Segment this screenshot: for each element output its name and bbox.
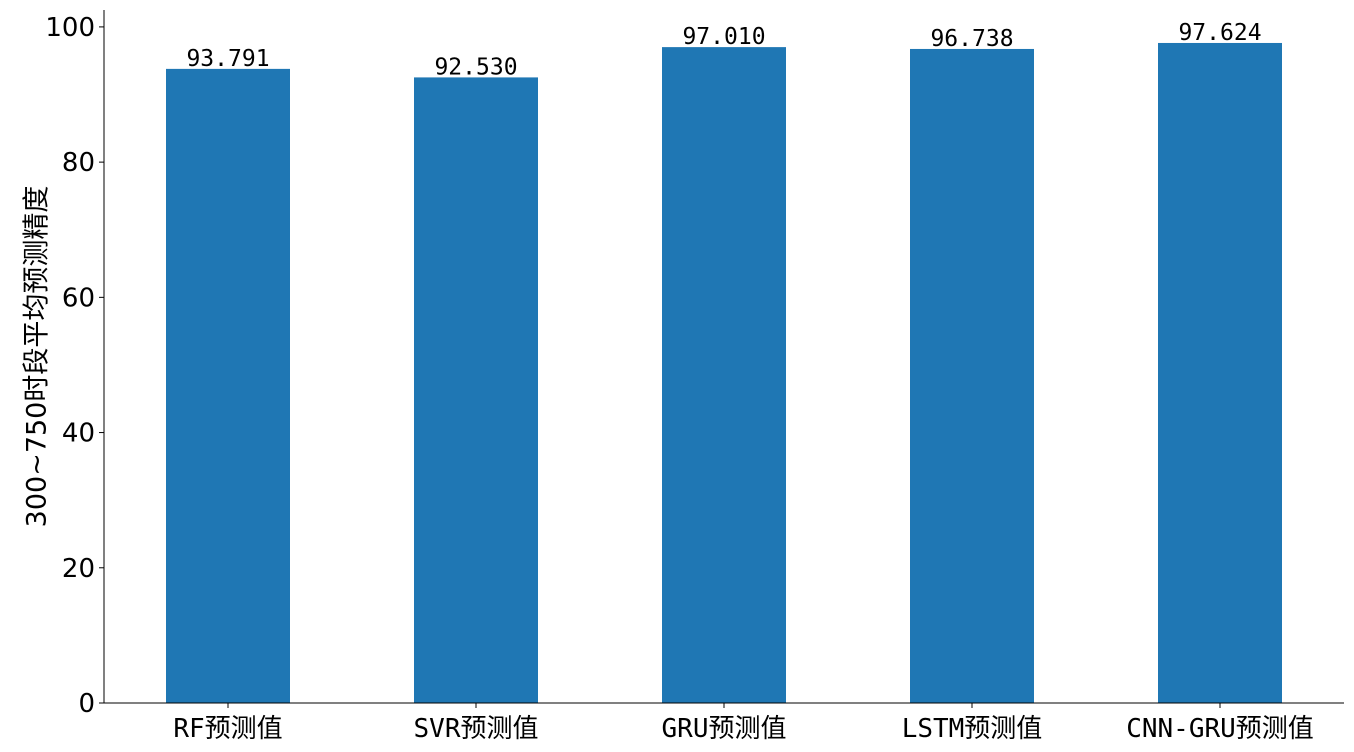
bar-4: [910, 48, 1034, 704]
x-tick-label-5: CNN-GRU预测值: [1126, 714, 1314, 744]
value-label-3: 97.010: [682, 24, 765, 50]
bar-5: [1158, 42, 1282, 704]
y-tick-label-6: 100: [45, 13, 95, 43]
value-label-5: 97.624: [1178, 20, 1261, 46]
y-axis-title: 300~750时段平均预测精度: [22, 186, 53, 528]
x-tick-label-3: GRU预测值: [662, 714, 787, 744]
value-label-4: 96.738: [930, 26, 1013, 52]
x-tick-label-4: LSTM预测值: [902, 714, 1043, 744]
bar-2: [414, 77, 538, 704]
x-tick-label-1: RF预测值: [173, 714, 282, 744]
bar-1: [166, 68, 290, 703]
y-tick-label-1: 0: [78, 689, 95, 719]
value-label-1: 93.791: [186, 46, 269, 72]
y-ticks-layer: 0 20 40 60 80 100: [45, 13, 104, 719]
y-tick-label-4: 60: [62, 283, 95, 313]
y-tick-label-5: 80: [62, 148, 95, 178]
y-tick-label-2: 20: [62, 554, 95, 584]
bar-3: [662, 47, 786, 704]
x-tick-label-2: SVR预测值: [414, 714, 539, 744]
value-labels-layer: 93.791 92.530 97.010 96.738 97.624: [186, 20, 1261, 80]
x-ticks-layer: RF预测值 SVR预测值 GRU预测值 LSTM预测值 CNN-GRU预测值: [173, 703, 1314, 744]
y-tick-label-3: 40: [62, 419, 95, 449]
bars-layer: [166, 42, 1282, 704]
value-label-2: 92.530: [434, 54, 517, 80]
